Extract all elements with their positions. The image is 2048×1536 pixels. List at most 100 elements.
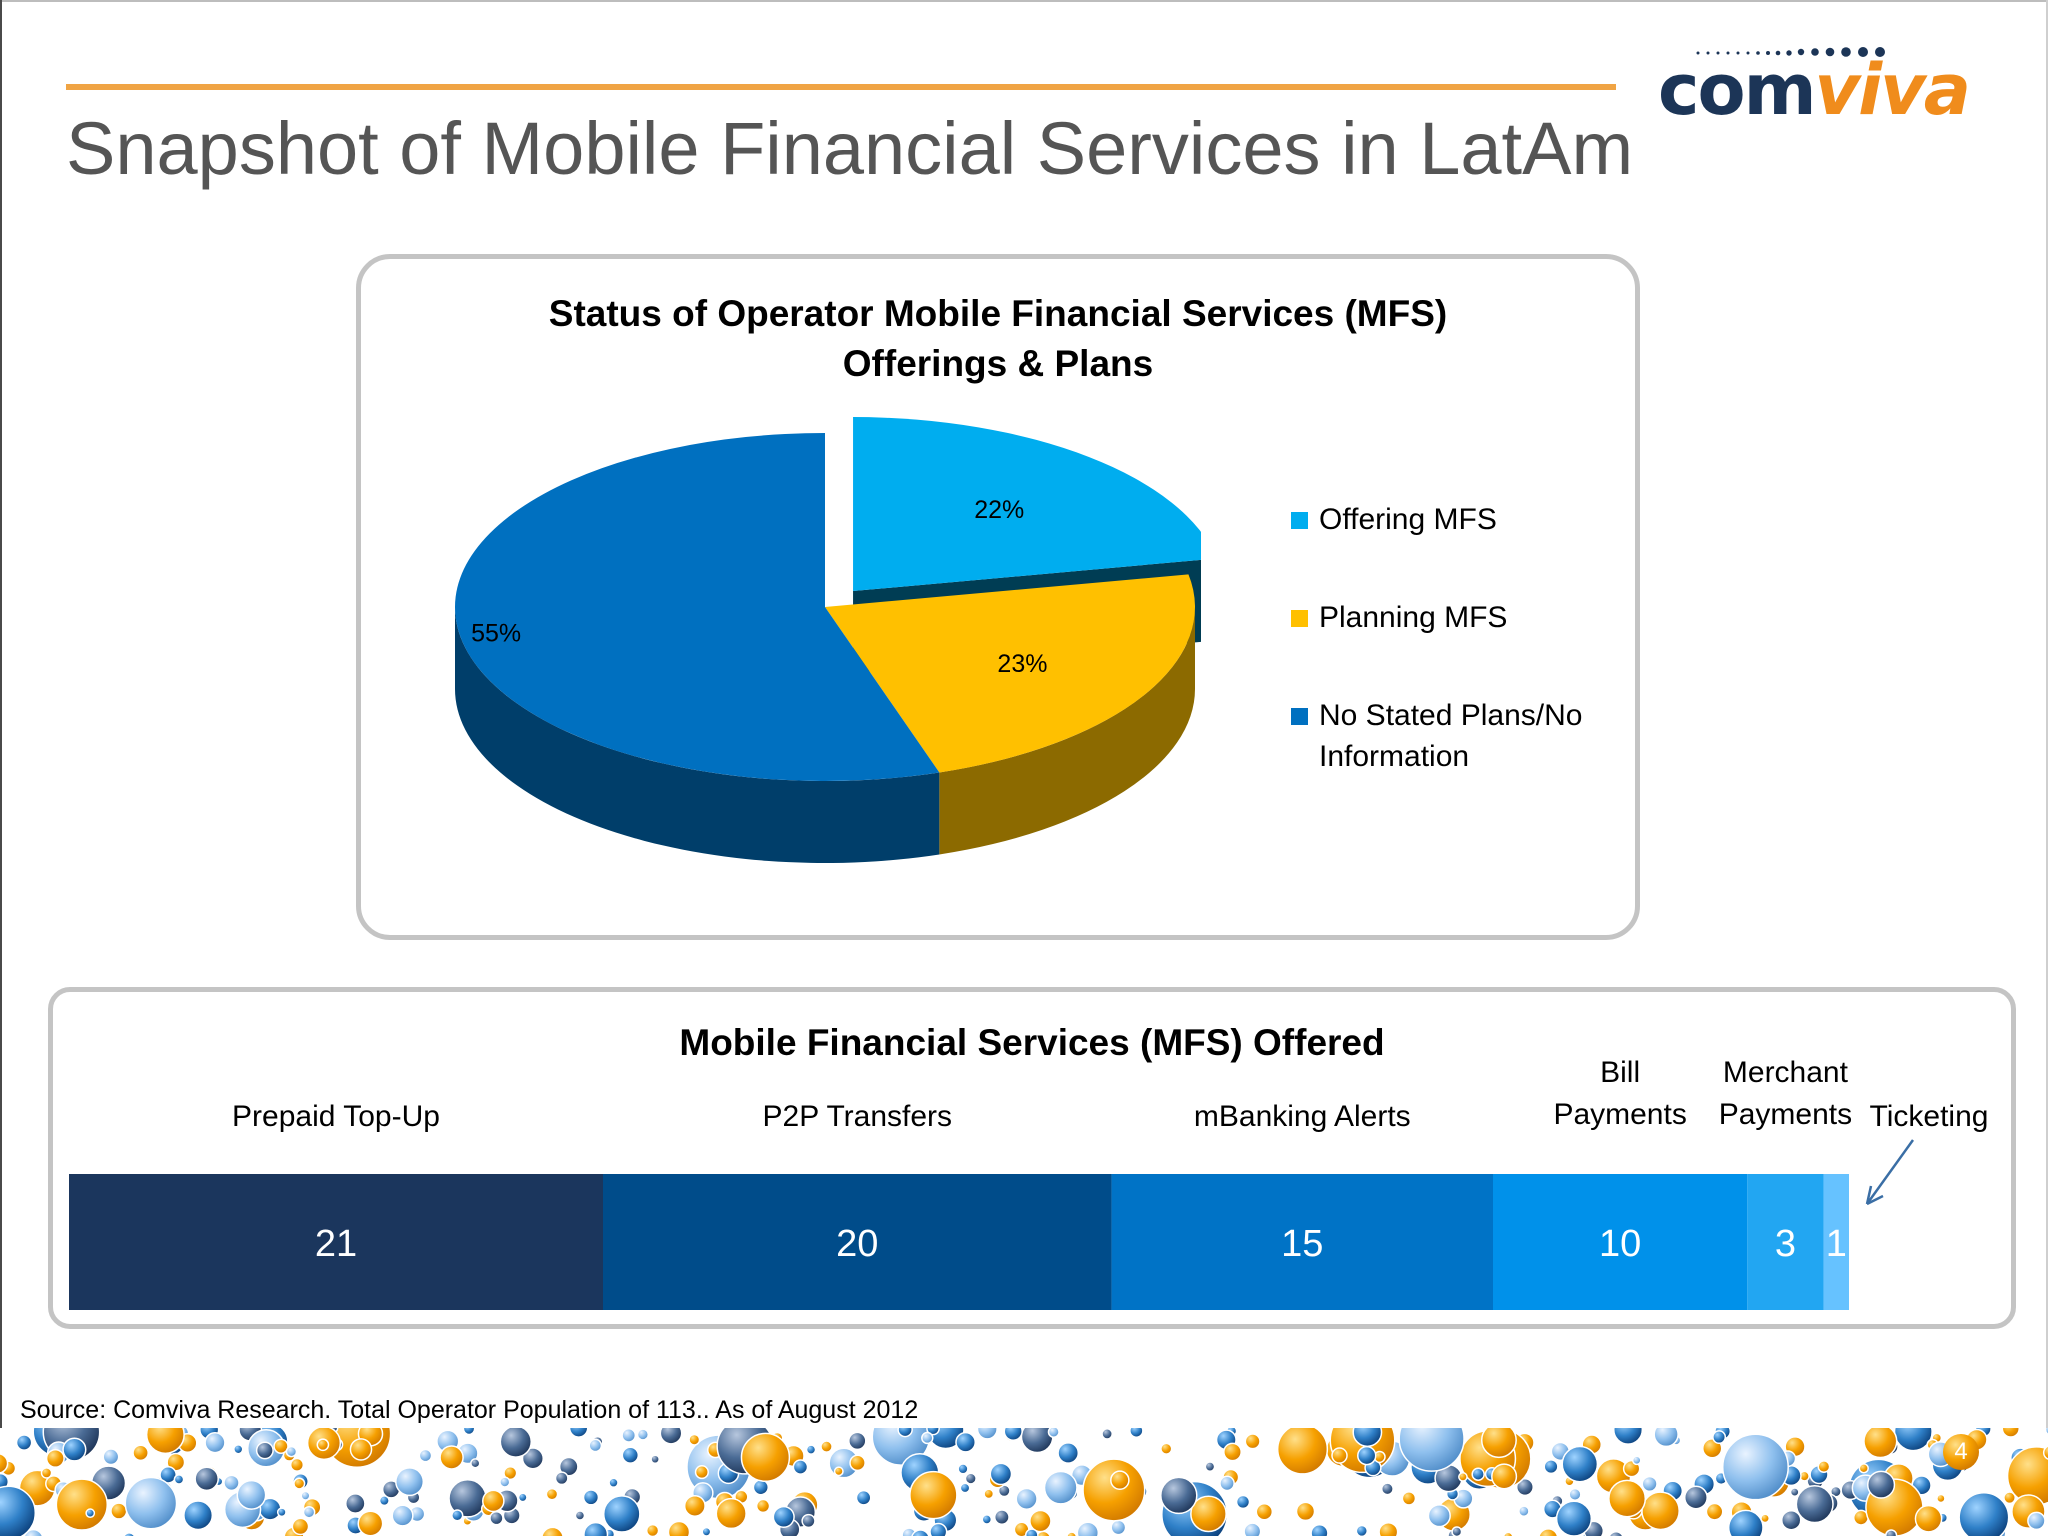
- bubble: [608, 1477, 619, 1488]
- pie-chart-title-line-1: Status of Operator Mobile Financial Serv…: [548, 293, 1448, 334]
- bubble: [285, 1445, 298, 1458]
- bubble: [236, 1479, 267, 1510]
- bubble: [1721, 1433, 1789, 1501]
- bubble: [1958, 1491, 2010, 1536]
- bubble: [983, 1488, 995, 1500]
- bubble: [755, 1498, 771, 1514]
- bubble: [667, 1520, 691, 1536]
- accent-rule: [66, 84, 1616, 90]
- bubble: [981, 1514, 993, 1525]
- bubble: [233, 1444, 244, 1455]
- bar-value-label-3: 10: [1599, 1223, 1641, 1265]
- bubble: [300, 1490, 311, 1501]
- bubble: [1502, 1531, 1514, 1536]
- pie-chart-title-line-2: Offerings & Plans: [842, 343, 1154, 384]
- bubble: [772, 1505, 795, 1529]
- bubble: [1653, 1428, 1679, 1448]
- pie-tops: [454, 417, 1201, 781]
- bubble: [683, 1495, 706, 1517]
- bubble: [568, 1428, 589, 1438]
- bar-value-label-1: 20: [836, 1223, 878, 1265]
- bubble: [145, 1428, 185, 1455]
- slide-number-bubble: [1943, 1434, 1979, 1470]
- bubble: [1190, 1495, 1227, 1533]
- bubble: [1641, 1491, 1680, 1531]
- bubble: [1683, 1485, 1708, 1510]
- bubble: [2027, 1511, 2046, 1531]
- bubble: [1057, 1442, 1080, 1464]
- bar-value-label-0: 21: [315, 1223, 357, 1265]
- pie-slice-side-1: [939, 607, 1195, 855]
- bar-chart-title: Mobile Financial Services (MFS) Offered: [679, 1022, 1385, 1063]
- bubble: [1076, 1521, 1100, 1536]
- bar-segment-5: [1823, 1174, 1849, 1310]
- bubble: [1555, 1500, 1593, 1536]
- bubble: [183, 1500, 214, 1531]
- bubble: [1024, 1528, 1039, 1536]
- bubble: [223, 1474, 240, 1492]
- bubble: [316, 1438, 330, 1452]
- bubble: [897, 1428, 913, 1438]
- pie-slice-1: [825, 574, 1195, 773]
- bubble: [40, 1467, 53, 1479]
- legend-item-2: No Stated Plans/No Information: [1291, 695, 1621, 777]
- slide-number: 4: [1954, 1438, 1968, 1465]
- bar-category-label-3: Bill Payments: [1553, 1056, 1686, 1131]
- bubble: [701, 1526, 712, 1536]
- bubble: [395, 1467, 425, 1497]
- bubble: [1380, 1482, 1394, 1496]
- bubble: [1727, 1509, 1764, 1536]
- bubble: [740, 1432, 791, 1483]
- bubble: [1398, 1428, 1465, 1472]
- pie-chart: 22% 23% 55%: [454, 417, 1201, 863]
- bubble: [357, 1510, 384, 1536]
- legend-label-1-0: Planning MFS: [1319, 601, 1508, 634]
- bubble: [1538, 1528, 1559, 1536]
- pie-slice-side-2: [455, 607, 940, 863]
- bubble: [204, 1432, 226, 1454]
- bubble: [302, 1505, 316, 1519]
- bubble: [1352, 1428, 1383, 1448]
- bubble: [1243, 1522, 1262, 1536]
- bubble: [1641, 1475, 1658, 1493]
- logo-wordmark-viva: viva: [1814, 49, 1971, 131]
- bubble: [1789, 1487, 1800, 1497]
- bubble: [1235, 1494, 1251, 1510]
- bubble: [1760, 1513, 1770, 1524]
- bubble: [1471, 1467, 1485, 1481]
- bar-category-label-2: mBanking Alerts: [1194, 1100, 1411, 1133]
- bubble: [1780, 1509, 1802, 1531]
- bubble: [2044, 1428, 2048, 1436]
- bubble: [470, 1458, 481, 1469]
- bubble: [805, 1444, 817, 1455]
- bubble: [45, 1448, 65, 1468]
- bubble: [273, 1438, 289, 1454]
- bubble: [0, 1453, 9, 1474]
- bubble: [1401, 1491, 1417, 1506]
- bubble: [582, 1489, 600, 1506]
- bubble: [499, 1428, 533, 1458]
- bubble: [102, 1448, 120, 1466]
- page-title: Snapshot of Mobile Financial Services in…: [66, 107, 1634, 190]
- logo-wordmark: comviva: [1658, 49, 1971, 131]
- bubble: [1003, 1428, 1023, 1441]
- bubble: [1378, 1522, 1399, 1536]
- bubble: [715, 1497, 747, 1530]
- bubble: [1160, 1476, 1198, 1515]
- pie-slice-0: [853, 417, 1201, 592]
- bubble: [1082, 1458, 1146, 1522]
- bubble: [489, 1510, 504, 1526]
- comviva-logo: comviva: [1658, 47, 2010, 131]
- bubble: [1110, 1519, 1127, 1536]
- bubble: [911, 1529, 930, 1536]
- bubble: [85, 1508, 96, 1519]
- logo-dots-icon: [1696, 47, 1885, 57]
- bubble: [0, 1485, 37, 1536]
- legend-swatch-2: [1291, 708, 1308, 725]
- bubble: [621, 1428, 637, 1443]
- bubble: [378, 1495, 390, 1507]
- bubble: [993, 1509, 1010, 1526]
- bubble: [345, 1493, 366, 1514]
- bubble: [1204, 1461, 1216, 1473]
- bubble: [1427, 1504, 1451, 1528]
